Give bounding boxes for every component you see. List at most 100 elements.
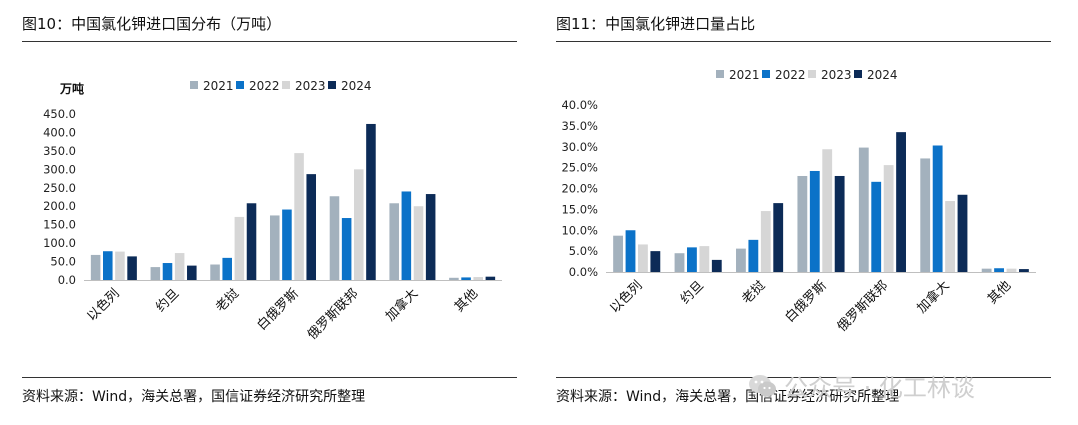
y-tick-label: 150.0 (43, 218, 76, 232)
bar-2022 (809, 170, 820, 272)
legend-swatch-2021 (190, 81, 198, 89)
bar-2023 (1006, 268, 1017, 272)
x-category-label: 加拿大 (382, 286, 421, 325)
watermark: 公众号 · 化工林谈 (748, 368, 975, 403)
bar-2021 (674, 253, 685, 272)
bar-2022 (162, 263, 173, 280)
bar-2021 (269, 215, 280, 280)
bar-2023 (638, 244, 648, 272)
y-tick-label: 5.0% (569, 244, 598, 258)
bar-2023 (945, 201, 955, 272)
legend-label-2023: 2023 (295, 79, 326, 93)
bar-2024 (366, 123, 376, 281)
y-tick-label: 400.0 (43, 125, 76, 139)
bar-2021 (210, 264, 220, 280)
figure-title: 图10：中国氯化钾进口国分布（万吨） (22, 15, 282, 33)
x-category-label: 以色列 (607, 278, 646, 317)
bar-2021 (920, 158, 931, 272)
bar-2021 (858, 147, 869, 272)
y-tick-label: 300.0 (43, 162, 76, 176)
legend-label-2022: 2022 (775, 68, 806, 82)
bar-2022 (625, 230, 636, 272)
legend-swatch-2024 (854, 70, 862, 78)
x-category-label: 其他 (452, 286, 481, 315)
legend-swatch-2021 (716, 70, 724, 78)
bar-2022 (401, 191, 412, 280)
bar-2024 (127, 256, 137, 280)
legend-swatch-2023 (282, 81, 290, 89)
bar-2023 (822, 149, 833, 272)
y-tick-label: 20.0% (561, 182, 598, 196)
bar-2024 (957, 194, 968, 272)
y-tick-label: 450.0 (43, 107, 76, 121)
x-category-label: 白俄罗斯 (254, 286, 302, 334)
x-category-label: 其他 (985, 278, 1014, 307)
bar-2022 (932, 145, 943, 272)
bar-2024 (650, 251, 661, 273)
bar-2023 (234, 216, 245, 280)
bar-2021 (150, 267, 161, 280)
legend-label-2024: 2024 (341, 79, 372, 93)
legend-label-2021: 2021 (729, 68, 760, 82)
bar-2022 (282, 209, 292, 280)
y-tick-label: 50.0 (50, 255, 76, 269)
title-rule (22, 41, 517, 42)
bar-2022 (687, 247, 697, 272)
x-category-label: 加拿大 (914, 278, 953, 317)
watermark-text: 公众号 · 化工林谈 (784, 374, 975, 402)
bar-2021 (613, 235, 623, 272)
y-tick-label: 350.0 (43, 144, 76, 158)
bar-2023 (473, 277, 483, 280)
y-tick-label: 0.0% (569, 265, 598, 279)
bar-2023 (294, 153, 304, 280)
bar-2023 (413, 206, 424, 280)
bar-2022 (341, 218, 352, 280)
bar-2024 (711, 259, 722, 272)
legend-label-2022: 2022 (249, 79, 280, 93)
x-category-label: 老挝 (739, 278, 768, 307)
legend-label-2024: 2024 (867, 68, 898, 82)
figure-11-panel: 图11：中国氯化钾进口量占比 0.0% 5.0% 10.0% 15.0% 20.0% 25… (556, 0, 1051, 425)
y-tick-label: 25.0% (561, 161, 598, 175)
figure-title: 图11：中国氯化钾进口量占比 (556, 15, 756, 33)
bar-2022 (994, 268, 1004, 272)
bar-2022 (103, 251, 113, 280)
bar-2023 (174, 253, 185, 280)
import-volume-bar-chart: 万吨 0.0 50.0 100.0 150.0 200.0 250.0 300.0 350.0 4… (43, 79, 502, 343)
y-tick-label: 0.0 (58, 273, 76, 287)
bar-2021 (449, 277, 459, 280)
bar-2021 (981, 268, 992, 272)
source-rule (22, 377, 517, 378)
bar-2023 (760, 211, 771, 272)
bar-2024 (246, 203, 257, 280)
x-category-label: 约旦 (153, 286, 182, 315)
x-category-label: 白俄罗斯 (782, 278, 830, 326)
y-tick-label: 10.0% (561, 223, 598, 237)
y-tick-label: 200.0 (43, 199, 76, 213)
x-category-label: 老挝 (213, 286, 242, 315)
bar-2024 (485, 276, 496, 280)
legend-label-2021: 2021 (203, 79, 234, 93)
bar-2022 (222, 257, 232, 280)
title-rule (556, 41, 1051, 42)
bar-2022 (748, 239, 759, 272)
y-tick-label: 250.0 (43, 181, 76, 195)
bar-2021 (736, 248, 746, 272)
y-tick-label: 100.0 (43, 236, 76, 250)
bar-2021 (389, 203, 399, 280)
bar-2024 (834, 175, 845, 272)
source-note: 资料来源：Wind，海关总署，国信证券经济研究所整理 (22, 389, 366, 405)
y-tick-label: 35.0% (561, 119, 598, 133)
bar-2024 (425, 194, 436, 280)
legend-label-2023: 2023 (821, 68, 852, 82)
bar-2021 (90, 254, 101, 280)
bar-2024 (1019, 269, 1029, 272)
x-category-label: 俄罗斯联邦 (835, 278, 892, 335)
y-tick-label: 15.0% (561, 202, 598, 216)
x-category-label: 俄罗斯联邦 (305, 286, 362, 343)
figure-10-panel: 图10：中国氯化钾进口国分布（万吨） 万吨 0.0 50.0 100.0 150.0 20… (22, 0, 517, 425)
x-category-label: 以色列 (84, 286, 123, 325)
bar-2023 (883, 165, 894, 272)
legend-swatch-2022 (762, 70, 770, 78)
bar-2024 (306, 174, 317, 280)
